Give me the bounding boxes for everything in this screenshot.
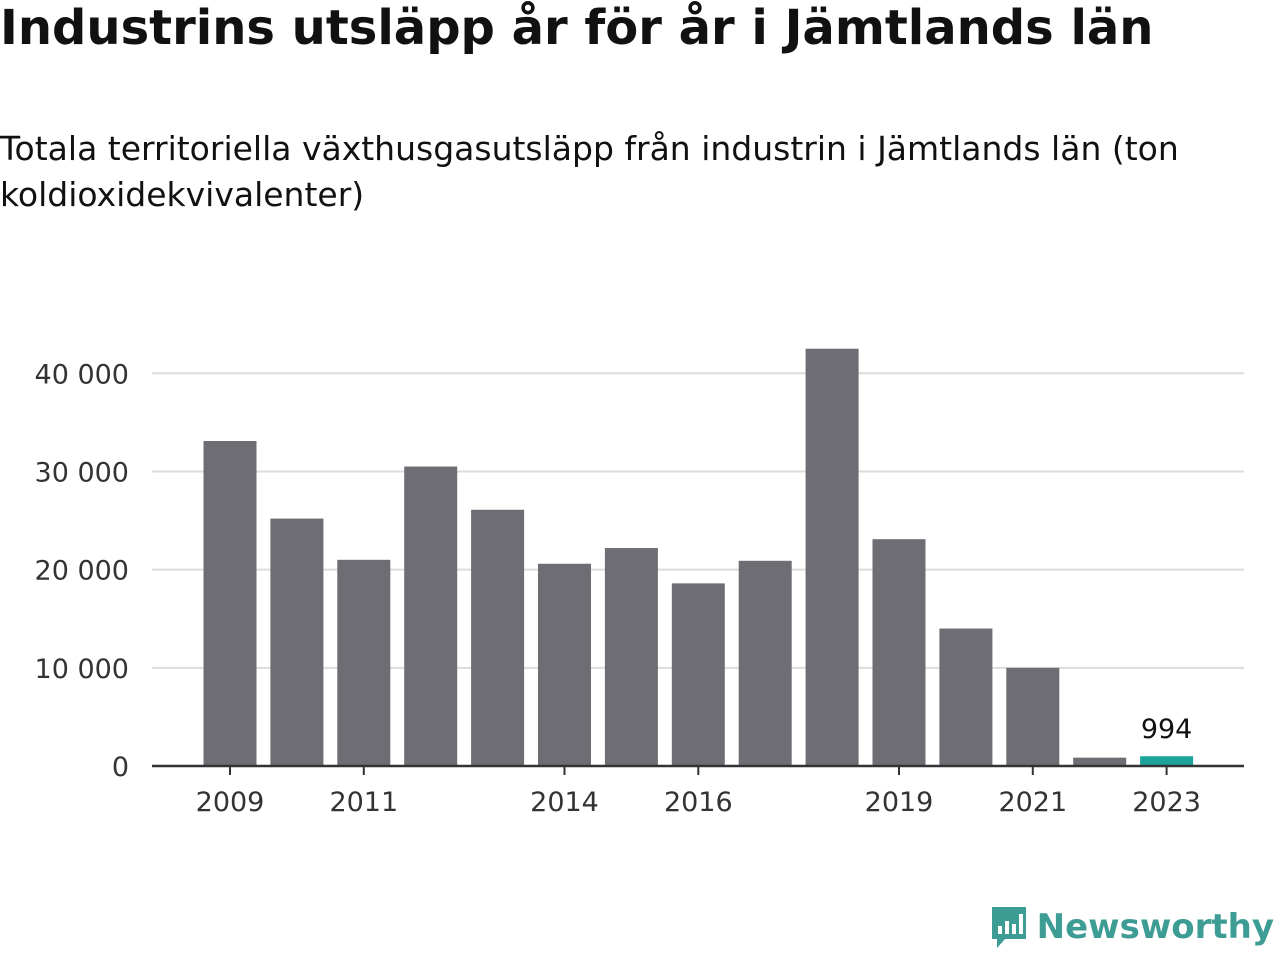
brand-logo: Newsworthy bbox=[989, 902, 1274, 952]
bar-2018 bbox=[805, 348, 859, 766]
bar-2022 bbox=[1073, 757, 1127, 766]
bar-2017 bbox=[738, 560, 792, 766]
brand-name: Newsworthy bbox=[1036, 907, 1274, 947]
y-tick-label: 40 000 bbox=[35, 359, 129, 390]
bar-2014 bbox=[538, 563, 591, 766]
x-tick-label: 2014 bbox=[530, 787, 599, 818]
newsworthy-logo-icon bbox=[991, 907, 1026, 948]
axes bbox=[152, 764, 1244, 775]
bar-2015 bbox=[604, 548, 658, 766]
bars bbox=[203, 348, 1194, 766]
bar-2013 bbox=[471, 509, 525, 766]
x-tick-label: 2016 bbox=[664, 787, 733, 818]
bar-2023 bbox=[1140, 756, 1194, 766]
bar-2011 bbox=[337, 559, 391, 766]
labels: 0 10 000 20 000 30 000 40 000 994 2009 2011 2014… bbox=[35, 359, 1201, 818]
bar-2016 bbox=[671, 583, 725, 766]
chart-subtitle: Totala territoriella växthusgasutsläpp f… bbox=[0, 129, 1179, 214]
x-tick-label: 2009 bbox=[196, 787, 265, 818]
bar-2009 bbox=[203, 441, 257, 766]
bar-2020 bbox=[939, 628, 993, 766]
x-tick-label: 2021 bbox=[998, 787, 1067, 818]
bar-2010 bbox=[270, 518, 324, 766]
x-tick-label: 2019 bbox=[865, 787, 934, 818]
y-tick-label: 0 bbox=[112, 752, 129, 783]
data-label-2023: 994 bbox=[1141, 714, 1193, 745]
x-tick-label: 2011 bbox=[329, 787, 398, 818]
bar-2019 bbox=[872, 539, 926, 766]
y-tick-label: 20 000 bbox=[35, 556, 129, 587]
bar-2021 bbox=[1006, 667, 1060, 766]
y-tick-label: 10 000 bbox=[35, 654, 129, 685]
bar-2012 bbox=[404, 466, 458, 766]
y-tick-label: 30 000 bbox=[35, 457, 129, 488]
grid-lines bbox=[152, 372, 1244, 669]
x-tick-label: 2023 bbox=[1132, 787, 1201, 818]
chart-title: Industrins utsläpp år för år i Jämtlands… bbox=[0, 0, 1154, 56]
